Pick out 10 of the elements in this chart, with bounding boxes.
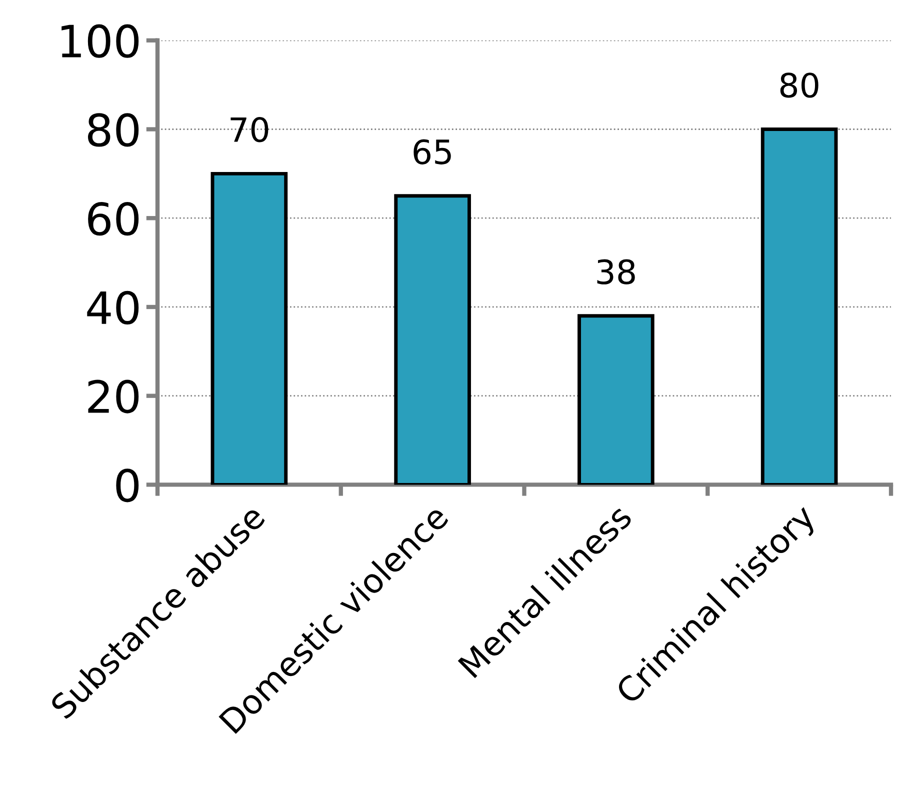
y-tick-label: 80 [88,113,139,147]
y-tick-label: 100 [62,24,139,58]
data-label: 65 [414,139,451,164]
y-tick-label: 20 [88,380,139,414]
y-tick-label: 40 [87,290,139,324]
y-tick-label: 60 [88,202,139,236]
data-label: 70 [230,117,268,142]
data-label: 80 [780,72,818,98]
data-label: 38 [597,259,635,284]
y-tick-label: 0 [116,468,139,502]
